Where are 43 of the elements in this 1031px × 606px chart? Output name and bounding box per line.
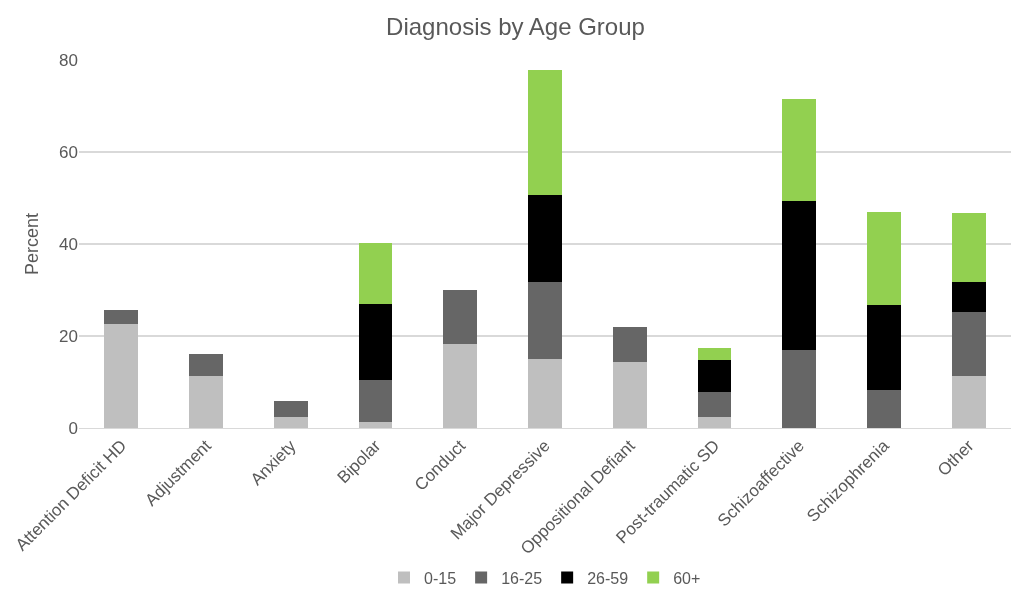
bar [697,359,732,393]
bar [528,69,562,195]
bar [104,324,139,428]
bar [528,281,562,359]
bar [782,349,817,428]
bar [443,290,478,345]
bar [697,416,732,428]
chart-title: Diagnosis by Age Group [386,12,645,40]
bar [104,309,139,325]
bar [782,200,817,350]
y-tick-label: 60 [59,142,78,162]
bar [273,416,308,428]
bar [866,304,901,391]
bar [528,194,562,282]
bar [358,242,393,304]
bar [951,281,986,312]
bar [951,311,986,377]
bar [443,344,478,428]
bar [697,392,732,417]
bar [189,375,224,428]
bar [866,390,901,428]
y-axis-title: Percent [22,212,43,276]
legend-label: 16-25 [501,569,543,587]
y-tick-label: 40 [59,234,78,254]
legend-label: 26-59 [587,569,629,587]
bar [528,359,562,428]
bar [358,379,393,423]
bar [866,212,901,305]
bar [189,353,224,376]
bar [612,327,647,363]
legend-label: 60+ [673,569,701,587]
y-tick-label: 20 [59,326,78,346]
bar [951,213,986,282]
bar [358,422,393,428]
y-tick-label: 80 [59,50,78,70]
bar [273,401,308,417]
y-tick-label: 0 [68,418,78,438]
bar [612,362,647,428]
legend-label: 0-15 [424,569,457,587]
bar [951,376,986,428]
bar [358,303,393,380]
bar [697,347,732,360]
bar [782,98,817,201]
